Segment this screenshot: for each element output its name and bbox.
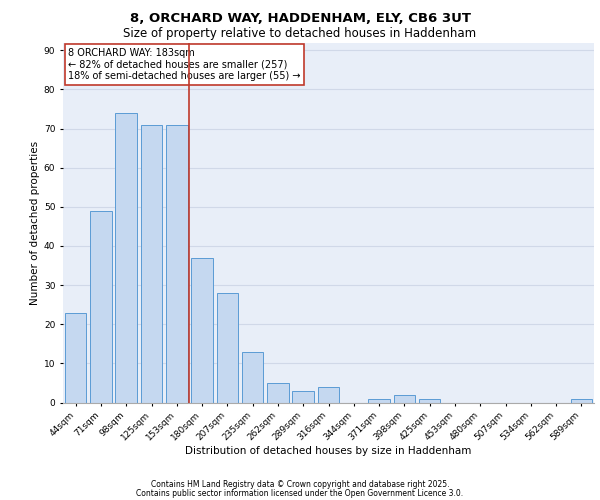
Bar xyxy=(267,383,289,402)
Bar xyxy=(217,293,238,403)
Text: 8 ORCHARD WAY: 183sqm
← 82% of detached houses are smaller (257)
18% of semi-det: 8 ORCHARD WAY: 183sqm ← 82% of detached … xyxy=(68,48,301,81)
Bar xyxy=(318,387,339,402)
Y-axis label: Number of detached properties: Number of detached properties xyxy=(29,140,40,304)
Bar xyxy=(394,394,415,402)
Bar xyxy=(242,352,263,403)
Bar xyxy=(166,124,188,402)
Bar xyxy=(141,124,162,402)
Bar xyxy=(191,258,213,402)
X-axis label: Distribution of detached houses by size in Haddenham: Distribution of detached houses by size … xyxy=(185,446,472,456)
Bar xyxy=(65,312,86,402)
Bar xyxy=(419,398,440,402)
Bar xyxy=(292,391,314,402)
Text: Size of property relative to detached houses in Haddenham: Size of property relative to detached ho… xyxy=(124,28,476,40)
Text: Contains HM Land Registry data © Crown copyright and database right 2025.: Contains HM Land Registry data © Crown c… xyxy=(151,480,449,489)
Bar xyxy=(90,211,112,402)
Text: Contains public sector information licensed under the Open Government Licence 3.: Contains public sector information licen… xyxy=(136,489,464,498)
Text: 8, ORCHARD WAY, HADDENHAM, ELY, CB6 3UT: 8, ORCHARD WAY, HADDENHAM, ELY, CB6 3UT xyxy=(130,12,470,26)
Bar xyxy=(115,113,137,403)
Bar xyxy=(368,398,390,402)
Bar xyxy=(571,398,592,402)
